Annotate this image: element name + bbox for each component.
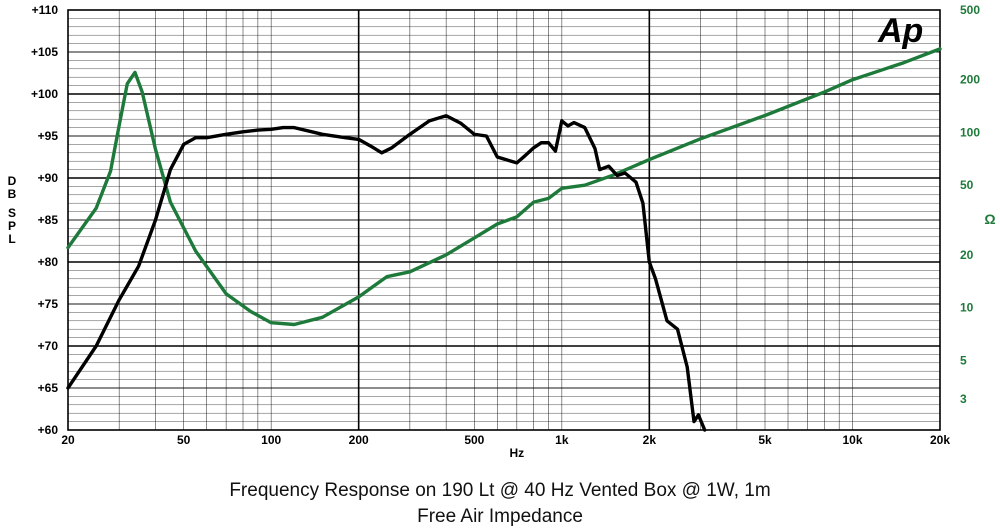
frequency-tick-label: 100: [261, 433, 281, 447]
right-axis-title: Ω: [984, 211, 995, 227]
frequency-tick-label: 5k: [758, 433, 772, 447]
ap-logo: Ap: [877, 12, 923, 50]
minor-grid: [68, 10, 940, 430]
frequency-tick-label: 20: [61, 433, 75, 447]
frequency-tick-label: 500: [464, 433, 484, 447]
spl-tick-label: +105: [31, 45, 58, 59]
spl-tick-label: +110: [32, 3, 59, 17]
spl-tick-label: +65: [38, 381, 59, 395]
spl-tick-label: +85: [38, 213, 59, 227]
chart-subtitle: Free Air Impedance: [417, 506, 583, 527]
frequency-tick-label: 200: [349, 433, 369, 447]
y-axis-title-letter: P: [8, 219, 16, 233]
frequency-tick-label: 2k: [643, 433, 657, 447]
spl-tick-labels: +110 +105 +100 +95 +90 +85 +80 +75 +70 +65 +60: [31, 3, 58, 437]
spl-tick-label: +60: [38, 423, 59, 437]
impedance-tick-label: 20: [960, 248, 974, 262]
impedance-tick-label: 5: [960, 353, 967, 367]
plot-frame: [67, 9, 941, 431]
frequency-tick-label: 20k: [930, 433, 950, 447]
frequency-tick-label: 10k: [842, 433, 862, 447]
frequency-tick-labels: 20 50 100 200 500 1k 2k 5k 10k 20k: [61, 433, 950, 447]
y-axis-title-letter: S: [8, 206, 16, 220]
impedance-tick-label: 500: [960, 3, 980, 17]
spl-series-line: [66, 114, 707, 432]
spl-tick-label: +75: [38, 297, 59, 311]
spl-tick-label: +100: [31, 87, 58, 101]
impedance-tick-label: 3: [960, 392, 967, 406]
frequency-response-chart: +110 +105 +100 +95 +90 +85 +80 +75 +70 +65 +60 500…: [8, 3, 996, 460]
frequency-tick-label: 1k: [555, 433, 569, 447]
spl-tick-label: +95: [38, 129, 59, 143]
x-axis-title: Hz: [509, 446, 524, 460]
impedance-tick-label: 10: [960, 301, 974, 315]
impedance-series-line: [66, 47, 942, 327]
spl-tick-label: +90: [38, 171, 59, 185]
impedance-tick-label: 50: [960, 178, 974, 192]
y-axis-title-letter: B: [8, 187, 17, 201]
frequency-tick-label: 50: [177, 433, 191, 447]
y-axis-title-letter: D: [8, 174, 17, 188]
impedance-tick-labels: 500 200 100 50 20 10 5 3: [960, 3, 980, 406]
impedance-tick-label: 200: [960, 73, 980, 87]
impedance-tick-label: 100: [960, 125, 980, 139]
major-grid: [67, 9, 941, 431]
series-layer: [66, 47, 942, 432]
spl-tick-label: +70: [38, 339, 59, 353]
chart-title: Frequency Response on 190 Lt @ 40 Hz Ven…: [229, 480, 771, 501]
spl-tick-label: +80: [38, 255, 59, 269]
y-axis-title-letter: L: [8, 232, 15, 246]
